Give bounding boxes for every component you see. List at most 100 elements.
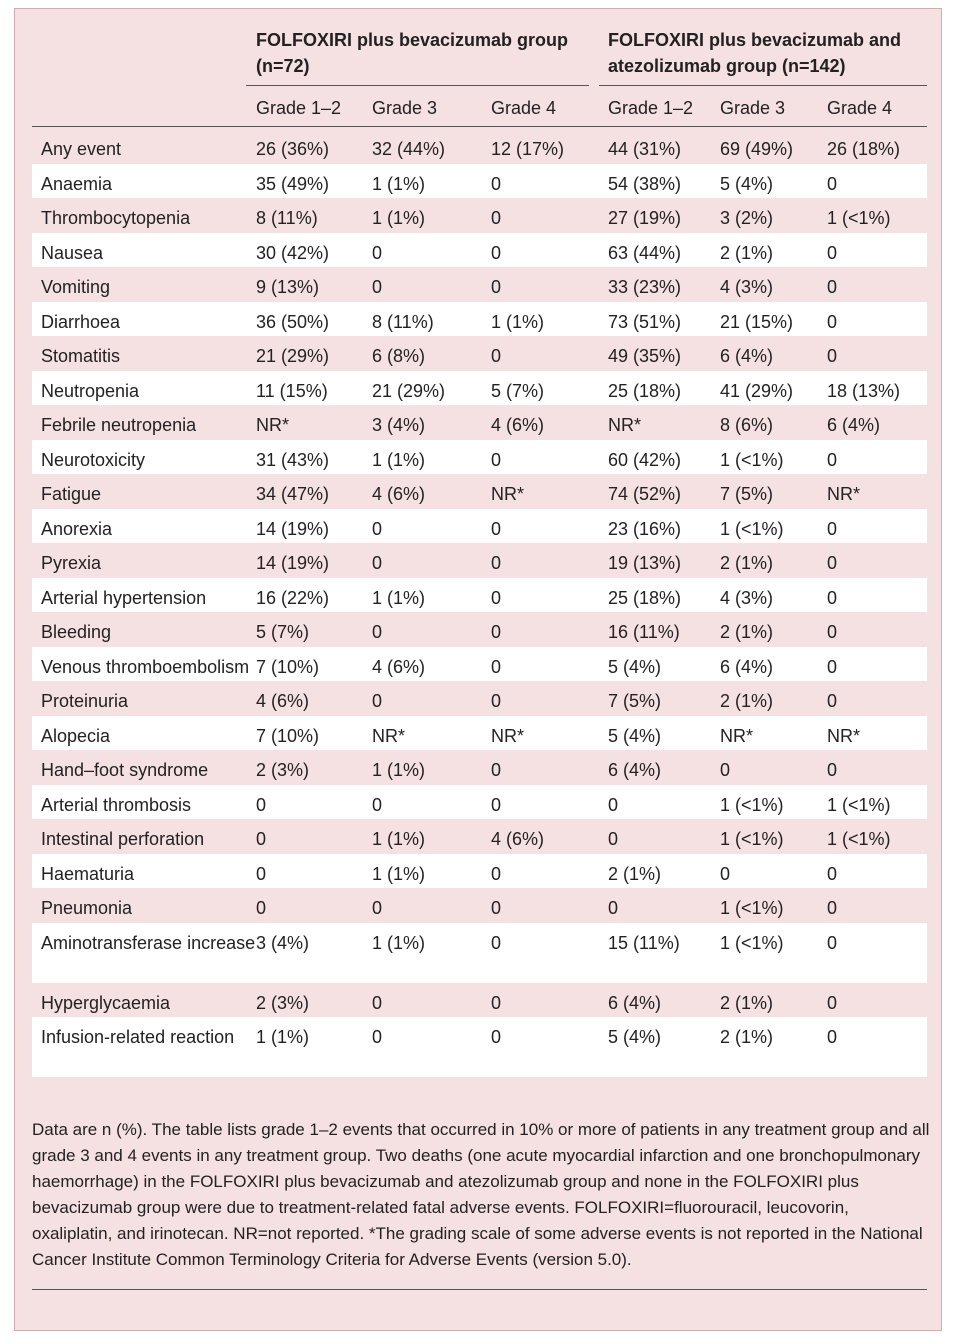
cell-value: 0 <box>491 691 502 711</box>
cell-value: 0 <box>827 932 838 953</box>
cell-value: 6 (4%) <box>608 992 662 1013</box>
cell-value: 21 (15%) <box>720 311 794 332</box>
cell-value: 0 <box>827 863 838 884</box>
table-row: Anorexia 14 (19%) 0 0 23 (16%) 1 (<1%) 0 <box>32 508 927 543</box>
row-label: Stomatitis <box>41 346 121 366</box>
table-panel: FOLFOXIRI plus bevacizumab group (n=72) … <box>14 8 942 1331</box>
cell-value: 0 <box>256 898 267 918</box>
cell-value: NR* <box>491 484 525 504</box>
cell-value: 1 (1%) <box>372 829 426 849</box>
rule <box>599 85 927 86</box>
row-label: Proteinuria <box>41 691 129 711</box>
cell-value: 4 (6%) <box>491 829 545 849</box>
table-row: Alopecia 7 (10%) NR* NR* 5 (4%) NR* NR* <box>32 715 927 750</box>
cell-value: 32 (44%) <box>372 139 446 159</box>
cell-value: 34 (47%) <box>256 484 330 504</box>
row-label: Any event <box>41 139 122 159</box>
table-row: Diarrhoea 36 (50%) 8 (11%) 1 (1%) 73 (51%) 21… <box>32 301 927 336</box>
cell-value: 0 <box>608 898 619 918</box>
cell-value: 7 (5%) <box>720 484 774 504</box>
cell-value: 4 (6%) <box>491 415 545 435</box>
cell-value: NR* <box>372 725 406 746</box>
row-label: Neutropenia <box>41 380 140 401</box>
row-label: Nausea <box>41 242 104 263</box>
cell-value: 6 (4%) <box>608 760 662 780</box>
cell-value: 0 <box>372 518 383 539</box>
cell-value: 7 (5%) <box>608 691 662 711</box>
cell-value: 0 <box>372 622 383 642</box>
cell-value: 1 (1%) <box>372 587 426 608</box>
row-label: Pneumonia <box>41 898 133 918</box>
cell-value: 0 <box>372 898 383 918</box>
cell-value: 0 <box>491 346 502 366</box>
cell-value: 0 <box>491 173 502 194</box>
row-label: Pyrexia <box>41 553 102 573</box>
cell-value: 0 <box>827 898 838 918</box>
cell-value: 19 (13%) <box>608 553 682 573</box>
cell-value: 0 <box>491 449 502 470</box>
cell-value: 0 <box>827 760 838 780</box>
cell-value: 12 (17%) <box>491 139 565 159</box>
cell-value: 1 (1%) <box>372 863 426 884</box>
row-label: Neurotoxicity <box>41 449 146 470</box>
grade-header: Grade 4 <box>491 98 557 118</box>
cell-value: 2 (1%) <box>608 863 662 884</box>
row-label: Arterial thrombosis <box>41 794 192 815</box>
cell-value: 54 (38%) <box>608 173 682 194</box>
cell-value: 0 <box>827 691 838 711</box>
cell-value: 0 <box>827 587 838 608</box>
cell-value: 1 (<1%) <box>720 518 784 539</box>
cell-value: 0 <box>491 242 502 263</box>
group-header: FOLFOXIRI plus bevacizumab group (n=72) <box>256 30 569 76</box>
cell-value: 0 <box>491 553 502 573</box>
cell-value: 0 <box>491 794 502 815</box>
cell-value: 5 (7%) <box>256 622 310 642</box>
cell-value: NR* <box>827 725 861 746</box>
cell-value: 5 (7%) <box>491 380 545 401</box>
cell-value: 1 (<1%) <box>827 208 891 228</box>
table-row: Proteinuria 4 (6%) 0 0 7 (5%) 2 (1%) 0 <box>32 681 927 716</box>
cell-value: 49 (35%) <box>608 346 682 366</box>
row-label: Vomiting <box>41 277 111 297</box>
cell-value: 0 <box>491 992 502 1013</box>
table-row: Arterial hypertension 16 (22%) 1 (1%) 0 25 (… <box>32 577 927 612</box>
cell-value: 6 (4%) <box>720 656 774 677</box>
row-label: Intestinal perforation <box>41 829 205 849</box>
cell-value: 18 (13%) <box>827 380 901 401</box>
cell-value: 14 (19%) <box>256 553 330 573</box>
cell-value: 1 (<1%) <box>720 898 784 918</box>
table-header: FOLFOXIRI plus bevacizumab group (n=72) … <box>32 9 927 129</box>
cell-value: 16 (22%) <box>256 587 330 608</box>
cell-value: 74 (52%) <box>608 484 682 504</box>
cell-value: 1 (<1%) <box>827 829 891 849</box>
table-row: Pyrexia 14 (19%) 0 0 19 (13%) 2 (1%) 0 <box>32 543 927 578</box>
cell-value: 1 (1%) <box>372 932 426 953</box>
cell-value: 15 (11%) <box>608 932 680 953</box>
cell-value: 0 <box>372 794 383 815</box>
cell-value: 0 <box>256 863 267 884</box>
table-row: Nausea 30 (42%) 0 0 63 (44%) 2 (1%) 0 <box>32 232 927 267</box>
cell-value: 0 <box>491 587 502 608</box>
row-label: Infusion-related reaction <box>41 1027 235 1047</box>
cell-value: 2 (3%) <box>256 992 310 1013</box>
cell-value: 63 (44%) <box>608 242 682 263</box>
table-row: Neutropenia 11 (15%) 21 (29%) 5 (7%) 25 (18%… <box>32 370 927 405</box>
cell-value: NR* <box>827 484 861 504</box>
cell-value: 8 (11%) <box>372 311 434 332</box>
cell-value: 8 (6%) <box>720 415 774 435</box>
cell-value: 0 <box>827 1027 838 1047</box>
cell-value: 0 <box>491 277 502 297</box>
rule <box>246 85 589 86</box>
cell-value: NR* <box>608 415 642 435</box>
cell-value: 0 <box>372 242 383 263</box>
cell-value: 16 (11%) <box>608 622 680 642</box>
cell-value: 44 (31%) <box>608 139 682 159</box>
table-row: Hyperglycaemia 2 (3%) 0 0 6 (4%) 2 (1%) 0 <box>32 983 927 1018</box>
grade-header: Grade 1–2 <box>608 98 694 118</box>
row-label: Venous thromboembolism <box>41 656 250 677</box>
cell-value: 4 (3%) <box>720 587 774 608</box>
cell-value: 0 <box>256 829 267 849</box>
cell-value: 1 (<1%) <box>720 794 784 815</box>
cell-value: 0 <box>827 449 838 470</box>
table-row: Febrile neutropenia NR* 3 (4%) 4 (6%) NR* 8 (… <box>32 405 927 440</box>
